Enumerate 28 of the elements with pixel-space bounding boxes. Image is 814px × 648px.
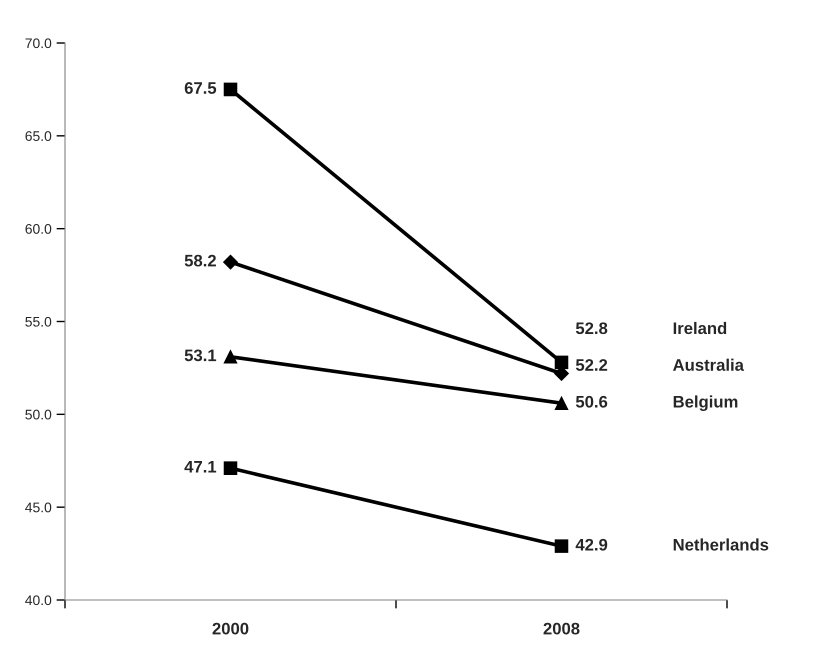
text: Australia: [673, 358, 744, 371]
y-tick-label: 50.0: [25, 410, 52, 420]
data-label: 47.1: [184, 461, 216, 472]
y-tick-label: 70.0: [25, 38, 52, 48]
y-tick-label: 55.0: [25, 316, 52, 327]
data-label: 52.2: [576, 359, 608, 371]
point: [224, 82, 238, 96]
point: [224, 350, 238, 364]
text: Belgium: [674, 395, 738, 411]
y-tick-label: 40.0: [25, 595, 52, 606]
data-label: 52.8: [576, 322, 608, 334]
data-label: 58.2: [184, 254, 216, 267]
point: [554, 539, 568, 553]
y-tick-label: 45.0: [25, 502, 52, 512]
text: Netherlands: [674, 538, 768, 551]
x-tick-label: 2000: [212, 622, 248, 635]
text: Ireland: [674, 322, 726, 334]
point: [223, 254, 238, 270]
data-label: 67.5: [184, 82, 216, 94]
data-label: 42.9: [576, 538, 608, 551]
y-tick-label: 65.0: [25, 131, 52, 142]
data-label: 50.6: [576, 396, 608, 408]
data-label: 53.1: [184, 349, 216, 362]
y-tick-label: 60.0: [25, 224, 52, 234]
point: [224, 461, 238, 475]
point: [554, 356, 568, 370]
point: [554, 396, 568, 410]
x-tick-label: 2008: [544, 622, 580, 635]
